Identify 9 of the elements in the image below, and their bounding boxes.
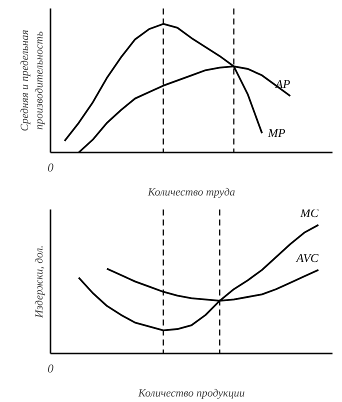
series-label: AP xyxy=(274,76,291,91)
text: 0 xyxy=(48,160,54,174)
y-axis-title: Издержки, дол. xyxy=(34,245,46,319)
x-axis-title: Количество труда xyxy=(146,186,236,198)
series-label: MP xyxy=(267,126,286,140)
text: 0 xyxy=(48,362,54,376)
x-axis-title: Количество продукции xyxy=(137,388,246,400)
series-label: AVC xyxy=(295,250,320,265)
y-axis-title: Средняя и предельная производительность xyxy=(19,30,46,132)
